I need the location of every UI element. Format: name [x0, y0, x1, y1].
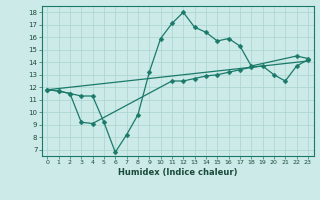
X-axis label: Humidex (Indice chaleur): Humidex (Indice chaleur): [118, 168, 237, 177]
